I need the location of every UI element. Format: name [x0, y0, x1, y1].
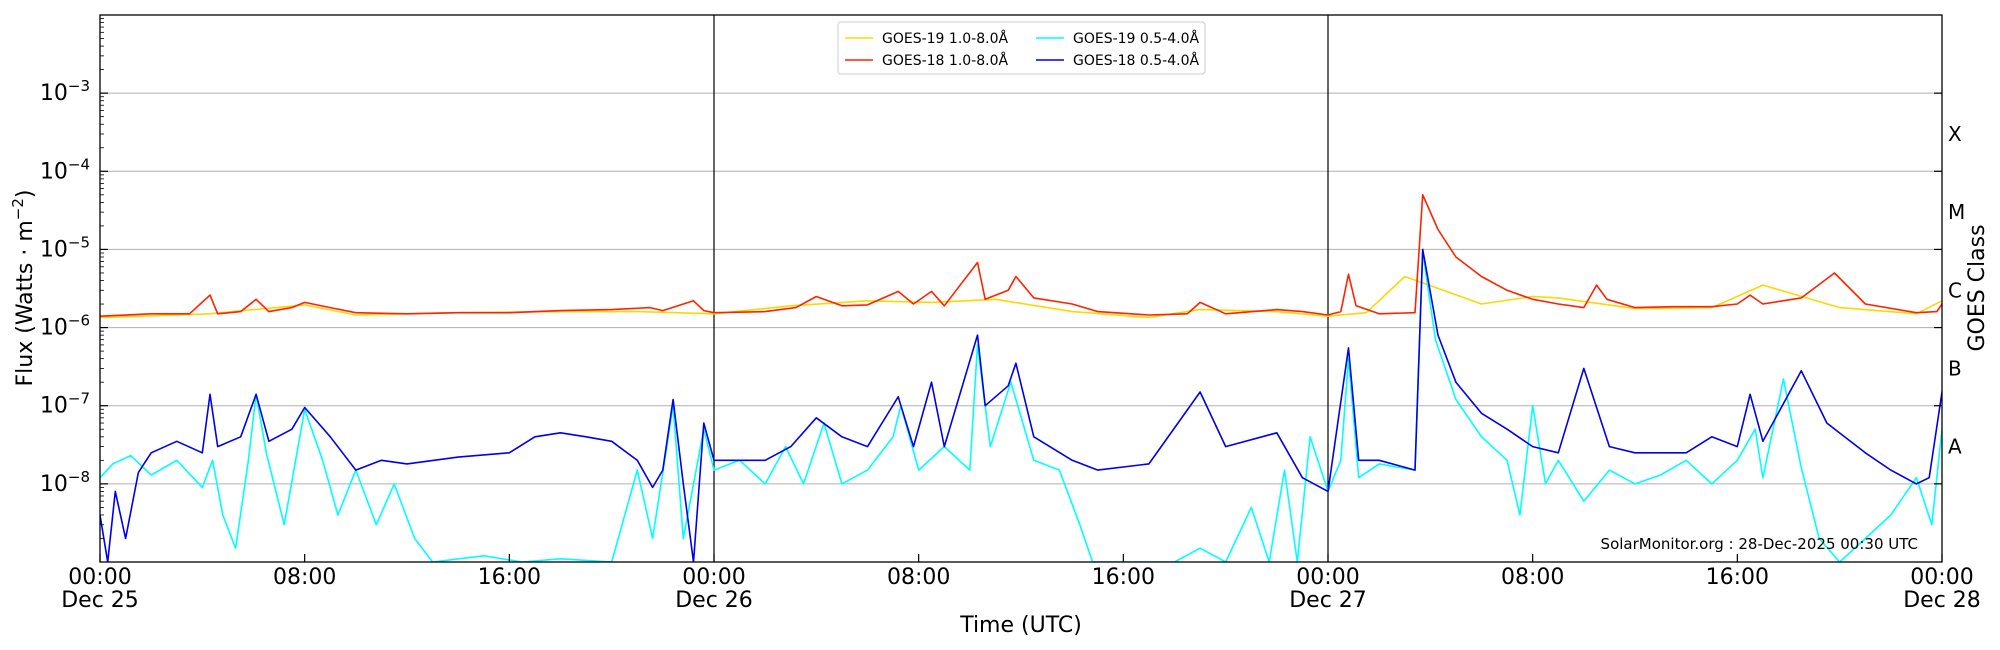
- x-tick-day-9: Dec 28: [1903, 588, 1981, 613]
- x-tick-day-3: Dec 26: [675, 588, 753, 613]
- x-tick-day-0: Dec 25: [61, 588, 139, 613]
- series-lines: [100, 194, 1942, 562]
- x-tick-time-6: 00:00: [1296, 565, 1359, 590]
- y-tick-label-0: 10−8: [40, 468, 90, 497]
- y-axis-title-exponent: −2: [9, 198, 27, 220]
- x-tick-day-6: Dec 27: [1289, 588, 1367, 613]
- x-tick-time-4: 08:00: [887, 565, 950, 590]
- x-tick-time-9: 00:00: [1910, 565, 1973, 590]
- x-tick-time-0: 00:00: [68, 565, 131, 590]
- y-axis-title: Flux (Watts · m−2): [9, 190, 38, 387]
- y-axis-title-main: Flux (Watts · m: [13, 220, 38, 386]
- goes-class-A: A: [1948, 435, 1962, 459]
- credit-text: SolarMonitor.org : 28-Dec-2025 00:30 UTC: [1601, 535, 1918, 553]
- legend-label-0: GOES-19 1.0-8.0Å: [882, 30, 1008, 47]
- day-separators: [713, 15, 1329, 562]
- goes-class-C: C: [1948, 278, 1962, 302]
- grid-lines: [100, 92, 1942, 485]
- x-tick-time-5: 16:00: [1092, 565, 1155, 590]
- legend: GOES-19 1.0-8.0Å GOES-18 1.0-8.0Å GOES-1…: [837, 21, 1206, 75]
- y-axis-title-close: ): [13, 190, 38, 199]
- series-line-2: [100, 250, 1942, 562]
- series-line-1: [100, 194, 1942, 317]
- x-tick-time-7: 08:00: [1501, 565, 1564, 590]
- y-tick-label-2: 10−6: [40, 312, 90, 341]
- x-tick-time-2: 16:00: [478, 565, 541, 590]
- legend-frame: [837, 21, 1206, 75]
- y-tick-label-5: 10−3: [40, 77, 90, 106]
- series-line-0: [100, 275, 1942, 319]
- y-tick-label-1: 10−7: [40, 390, 90, 419]
- goes-class-M: M: [1948, 200, 1965, 224]
- legend-label-1: GOES-18 1.0-8.0Å: [882, 52, 1008, 69]
- x-axis-title: Time (UTC): [959, 613, 1082, 638]
- goes-class-B: B: [1948, 356, 1962, 380]
- legend-label-2: GOES-19 0.5-4.0Å: [1073, 30, 1199, 47]
- plot-frame: [99, 14, 1943, 563]
- y-tick-label-3: 10−5: [40, 233, 90, 262]
- legend-label-3: GOES-18 0.5-4.0Å: [1073, 52, 1199, 69]
- y-tick-label-4: 10−4: [40, 155, 90, 184]
- series-line-3: [100, 248, 1942, 562]
- x-tick-time-3: 00:00: [682, 565, 745, 590]
- x-tick-time-8: 16:00: [1706, 565, 1769, 590]
- right-axis-title: GOES Class: [1965, 224, 1990, 351]
- x-tick-time-1: 08:00: [273, 565, 336, 590]
- goes-class-labels: A B C M X: [1948, 122, 1965, 459]
- y-axis-ticks: 10−8 10−7 10−6 10−5 10−4 10−3: [40, 18, 1942, 539]
- goes-class-X: X: [1948, 122, 1962, 146]
